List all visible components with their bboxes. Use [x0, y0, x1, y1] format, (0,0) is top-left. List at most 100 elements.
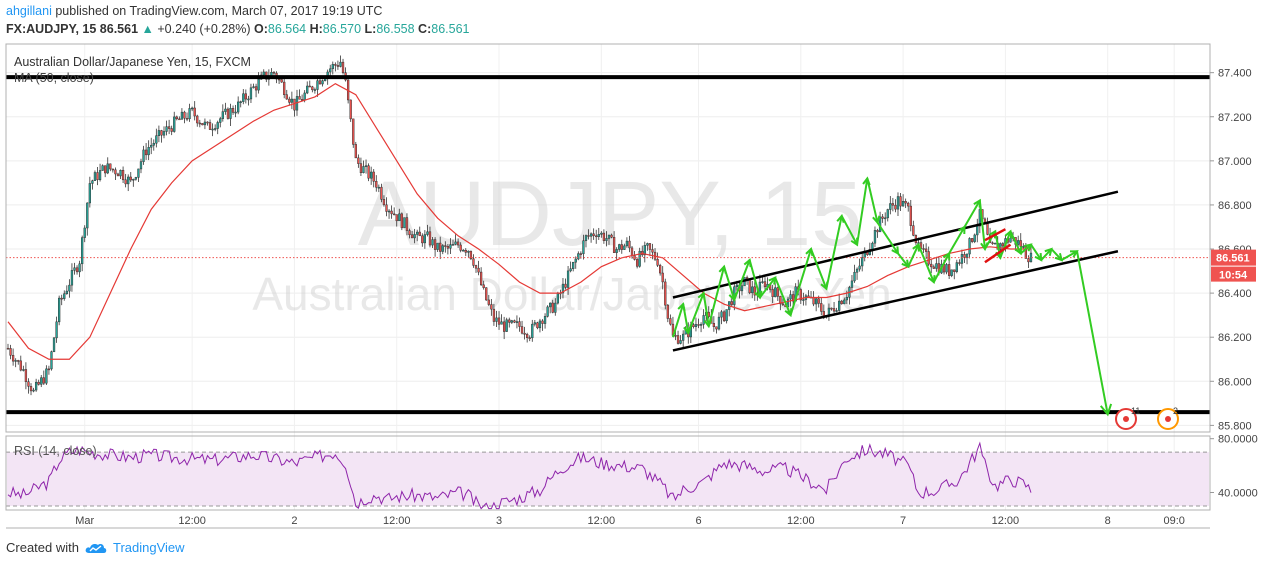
up-candle: [119, 169, 122, 180]
down-candle: [446, 244, 450, 255]
candle-body: [318, 80, 322, 85]
up-candle: [549, 302, 552, 314]
candle-body: [436, 242, 439, 250]
down-candle: [513, 319, 516, 324]
candle-body: [214, 128, 217, 130]
up-candle: [646, 242, 649, 251]
down-candle: [958, 259, 961, 266]
candle-body: [615, 249, 618, 253]
up-candle: [699, 322, 703, 333]
candle-body: [994, 242, 997, 245]
horizontal-levels[interactable]: [6, 75, 1210, 415]
tradingview-brand-link[interactable]: TradingView: [112, 540, 185, 555]
up-candle: [219, 116, 222, 128]
up-candle: [441, 243, 444, 255]
down-candle: [469, 250, 473, 261]
down-candle: [410, 230, 414, 239]
down-candle: [610, 233, 613, 239]
up-candle: [98, 163, 102, 182]
up-candle: [566, 265, 570, 295]
candle-body: [380, 186, 383, 200]
candle-body: [17, 360, 20, 362]
candle-body: [646, 243, 649, 246]
candle-body: [37, 381, 40, 385]
candle-body: [572, 261, 575, 269]
candle-body: [119, 169, 122, 177]
candle-body: [134, 177, 138, 180]
candle-body: [531, 323, 534, 339]
up-candle: [694, 317, 698, 332]
wedge-top-line[interactable]: [984, 228, 1006, 242]
down-candle: [922, 244, 925, 254]
up-candle: [1022, 243, 1025, 250]
candle-body: [907, 202, 910, 207]
candle-body: [272, 71, 276, 74]
candle-body: [595, 235, 598, 238]
up-candle: [589, 232, 593, 243]
candle-body: [628, 240, 631, 249]
candle-body: [845, 297, 848, 301]
candle-body: [132, 178, 135, 181]
zigzag-arrowhead: [957, 225, 966, 235]
candle-body: [589, 233, 593, 237]
candle-body: [341, 61, 345, 73]
candle-body: [188, 108, 191, 120]
up-candle: [221, 104, 224, 122]
candle-body: [835, 310, 838, 312]
down-candle: [408, 228, 411, 239]
up-candle: [725, 309, 728, 324]
candle-body: [502, 321, 506, 332]
zigzag-arrowhead: [836, 213, 845, 223]
up-candle: [873, 226, 877, 248]
candle-body: [922, 248, 925, 250]
candle-body: [300, 99, 304, 101]
candle-body: [495, 317, 498, 322]
up-candle: [211, 123, 214, 137]
up-candle: [436, 242, 439, 253]
candle-body: [14, 360, 17, 362]
down-candle: [170, 125, 173, 136]
alert-markers[interactable]: 11 2: [1115, 406, 1179, 430]
time-tick-label: 09:0: [1163, 515, 1184, 527]
candle-body: [418, 231, 421, 237]
candle-body: [932, 266, 935, 269]
down-candle: [206, 121, 209, 126]
up-candle: [162, 126, 166, 139]
up-candle: [454, 234, 457, 246]
zigzag-arrowhead: [728, 292, 737, 302]
down-candle: [648, 243, 652, 257]
candle-body: [666, 304, 669, 319]
up-candle: [607, 234, 611, 245]
down-candle: [715, 326, 718, 334]
candle-body: [45, 368, 48, 384]
last-price-tag-label: 86.561: [1216, 253, 1250, 265]
up-candle: [861, 253, 864, 272]
candle-body: [142, 149, 145, 162]
legend-ma: MA (50, close): [14, 71, 94, 85]
up-candle: [623, 243, 626, 250]
up-candle: [960, 249, 964, 269]
candle-body: [855, 268, 859, 273]
up-candle: [625, 237, 629, 248]
up-candle: [370, 166, 373, 185]
candle-body: [901, 201, 905, 207]
candle-body: [165, 126, 168, 132]
candle-body: [843, 299, 846, 305]
candle-body: [881, 216, 884, 219]
candle-body: [144, 149, 148, 156]
up-candle: [994, 242, 997, 245]
down-candle: [11, 348, 15, 366]
down-candle: [676, 330, 680, 345]
up-candle: [838, 293, 841, 313]
candle-body: [32, 389, 35, 392]
wedge-bottom-line[interactable]: [984, 243, 1012, 264]
channel-lower-line[interactable]: [672, 250, 1119, 352]
candle-body: [487, 299, 490, 305]
candle-body: [774, 287, 777, 298]
trend-drawings[interactable]: [671, 176, 1119, 417]
up-candle: [55, 316, 58, 343]
candle-body: [477, 267, 480, 273]
author-link[interactable]: ahgillani: [6, 4, 52, 18]
channel-upper-line[interactable]: [672, 190, 1119, 299]
